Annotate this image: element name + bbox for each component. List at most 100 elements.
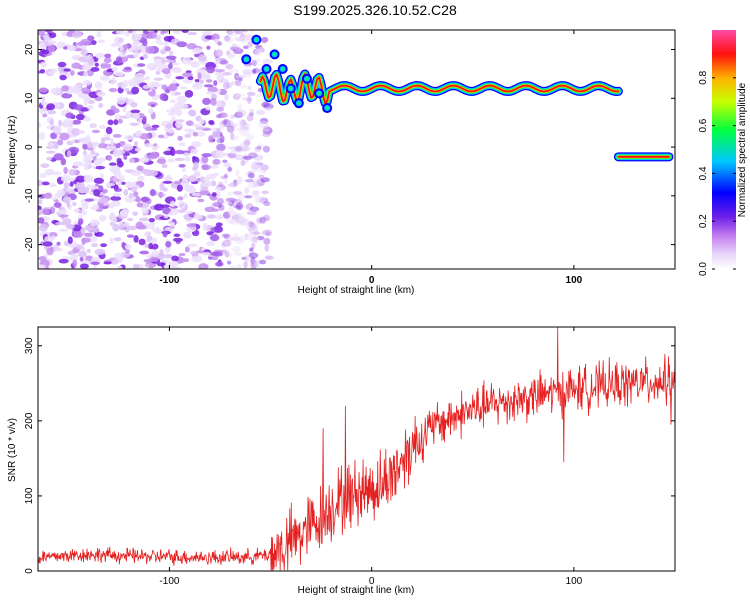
noise-blob xyxy=(49,183,57,188)
noise-blob xyxy=(111,216,118,224)
noise-blob xyxy=(193,161,199,170)
noise-blob xyxy=(112,149,122,158)
noise-blob xyxy=(225,197,236,203)
noise-blob xyxy=(98,197,109,204)
noise-blob xyxy=(100,63,112,69)
noise-blob xyxy=(72,84,83,92)
noise-blob xyxy=(264,243,269,252)
noise-blob xyxy=(148,242,154,250)
noise-blob xyxy=(65,224,75,230)
noise-blob xyxy=(201,155,209,164)
noise-blob xyxy=(130,109,141,114)
noise-blob xyxy=(237,215,246,223)
noise-blob xyxy=(243,195,253,199)
colorbar-gradient xyxy=(712,30,736,269)
noise-blob xyxy=(127,30,134,34)
noise-blob xyxy=(113,36,125,44)
noise-blob xyxy=(96,91,106,97)
y-tick-label: 0 xyxy=(24,568,35,574)
noise-blob xyxy=(142,212,147,216)
signal-blob xyxy=(254,38,258,42)
noise-blob xyxy=(203,84,214,88)
noise-blob xyxy=(161,133,169,139)
noise-blob xyxy=(252,68,257,74)
noise-blob xyxy=(227,152,237,159)
noise-blob xyxy=(248,221,254,228)
noise-blob xyxy=(114,252,123,259)
noise-blob xyxy=(124,135,135,141)
noise-blob xyxy=(233,252,243,256)
noise-blob xyxy=(199,182,211,187)
noise-blob xyxy=(233,233,240,240)
noise-blob xyxy=(249,108,254,113)
noise-blob xyxy=(172,80,177,85)
noise-blob xyxy=(69,181,74,187)
noise-blob xyxy=(241,97,253,101)
noise-blob xyxy=(144,206,149,215)
noise-blob xyxy=(223,162,231,167)
noise-blob xyxy=(82,186,90,194)
noise-blob xyxy=(59,74,67,81)
noise-blob xyxy=(236,237,246,245)
noise-blob xyxy=(184,128,194,133)
noise-blob xyxy=(225,63,234,70)
noise-blob xyxy=(124,87,130,92)
noise-blob xyxy=(66,150,72,158)
noise-blob xyxy=(152,145,160,149)
noise-blob xyxy=(202,222,208,231)
noise-blob xyxy=(38,132,46,140)
noise-blob xyxy=(163,150,174,156)
noise-blob xyxy=(238,77,243,82)
noise-blob xyxy=(148,225,156,230)
noise-blob xyxy=(151,250,159,257)
noise-blob xyxy=(39,68,46,74)
noise-blob xyxy=(175,76,185,80)
noise-blob xyxy=(228,210,237,217)
noise-blob xyxy=(218,80,224,84)
noise-blob xyxy=(181,178,190,187)
noise-blob xyxy=(232,145,243,154)
noise-blob xyxy=(155,38,162,44)
noise-blob xyxy=(247,226,259,234)
noise-blob xyxy=(234,111,244,118)
noise-blob xyxy=(240,141,251,145)
noise-blob xyxy=(246,114,254,122)
noise-blob xyxy=(122,104,127,113)
noise-blob xyxy=(94,165,106,170)
noise-blob xyxy=(210,234,220,242)
noise-blob xyxy=(79,263,89,269)
noise-blob xyxy=(215,49,224,58)
noise-blob xyxy=(231,214,241,221)
noise-blob xyxy=(181,56,192,65)
noise-blob xyxy=(241,256,247,260)
noise-blob xyxy=(243,139,251,147)
noise-blob xyxy=(165,240,172,248)
colorbar-tick-label: 0.2 xyxy=(698,214,709,228)
noise-blob xyxy=(223,36,234,43)
noise-blob xyxy=(176,95,188,104)
noise-blob xyxy=(211,180,217,187)
noise-blob xyxy=(39,107,48,115)
noise-blob xyxy=(256,178,265,187)
noise-blob xyxy=(240,160,246,166)
noise-blob xyxy=(56,189,64,198)
colorbar: 0.0 0.2 0.4 0.6 0.8 Normalized spectral ampl… xyxy=(698,30,748,276)
noise-blob xyxy=(81,237,86,246)
noise-blob xyxy=(231,246,242,253)
noise-blob xyxy=(226,183,238,188)
noise-blob xyxy=(109,138,115,146)
noise-blob xyxy=(132,76,139,84)
noise-blob xyxy=(153,203,164,211)
y-tick-label: 10 xyxy=(24,92,35,104)
noise-blob xyxy=(236,203,242,209)
noise-blob xyxy=(184,156,191,162)
noise-blob xyxy=(222,249,227,254)
noise-blob xyxy=(186,43,197,50)
noise-blob xyxy=(198,263,209,269)
noise-blob xyxy=(249,236,260,244)
noise-blob xyxy=(116,96,126,105)
noise-blob xyxy=(256,217,263,224)
noise-blob xyxy=(138,157,150,163)
noise-blob xyxy=(233,154,244,161)
noise-blob xyxy=(71,119,82,125)
